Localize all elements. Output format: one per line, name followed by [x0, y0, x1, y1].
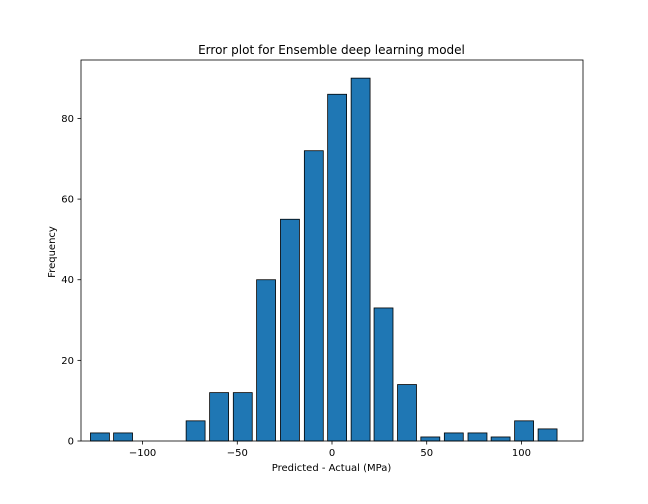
histogram-bar	[514, 420, 534, 442]
y-tick-label: 0	[68, 437, 74, 448]
histogram-bar	[90, 432, 110, 442]
histogram-bar	[397, 384, 417, 442]
y-tick-label: 20	[61, 356, 74, 367]
histogram-bar	[256, 279, 276, 442]
x-tick-label: 100	[512, 448, 531, 459]
x-axis-ticks: −100 −50 0 50 100	[129, 441, 531, 459]
histogram-bar	[373, 307, 394, 442]
histogram-bar	[232, 392, 253, 442]
x-tick-label: −50	[227, 448, 248, 459]
x-tick-label: 0	[329, 448, 335, 459]
y-tick-label: 80	[61, 114, 74, 125]
x-axis-label: Predicted - Actual (MPa)	[272, 463, 392, 474]
histogram-bar	[185, 420, 206, 442]
histogram-bar	[490, 436, 511, 442]
histogram-bar	[467, 432, 488, 442]
histogram-bar	[350, 77, 371, 442]
bars-group	[90, 77, 558, 442]
y-axis-label: Frequency	[47, 226, 58, 278]
y-axis-ticks: 0 20 40 60 80	[61, 114, 81, 448]
histogram-bar	[303, 150, 324, 442]
histogram-bar	[209, 392, 229, 442]
chart-title: Error plot for Ensemble deep learning mo…	[198, 43, 465, 57]
y-tick-label: 60	[61, 195, 74, 206]
x-tick-label: 50	[420, 448, 433, 459]
histogram-bar	[420, 436, 441, 442]
x-tick-label: −100	[129, 448, 156, 459]
histogram-bar	[327, 93, 347, 442]
histogram-bar	[113, 432, 133, 442]
histogram-bar	[443, 432, 464, 442]
histogram-bar	[537, 428, 558, 442]
histogram-bar	[280, 218, 300, 442]
y-tick-label: 40	[61, 275, 74, 286]
